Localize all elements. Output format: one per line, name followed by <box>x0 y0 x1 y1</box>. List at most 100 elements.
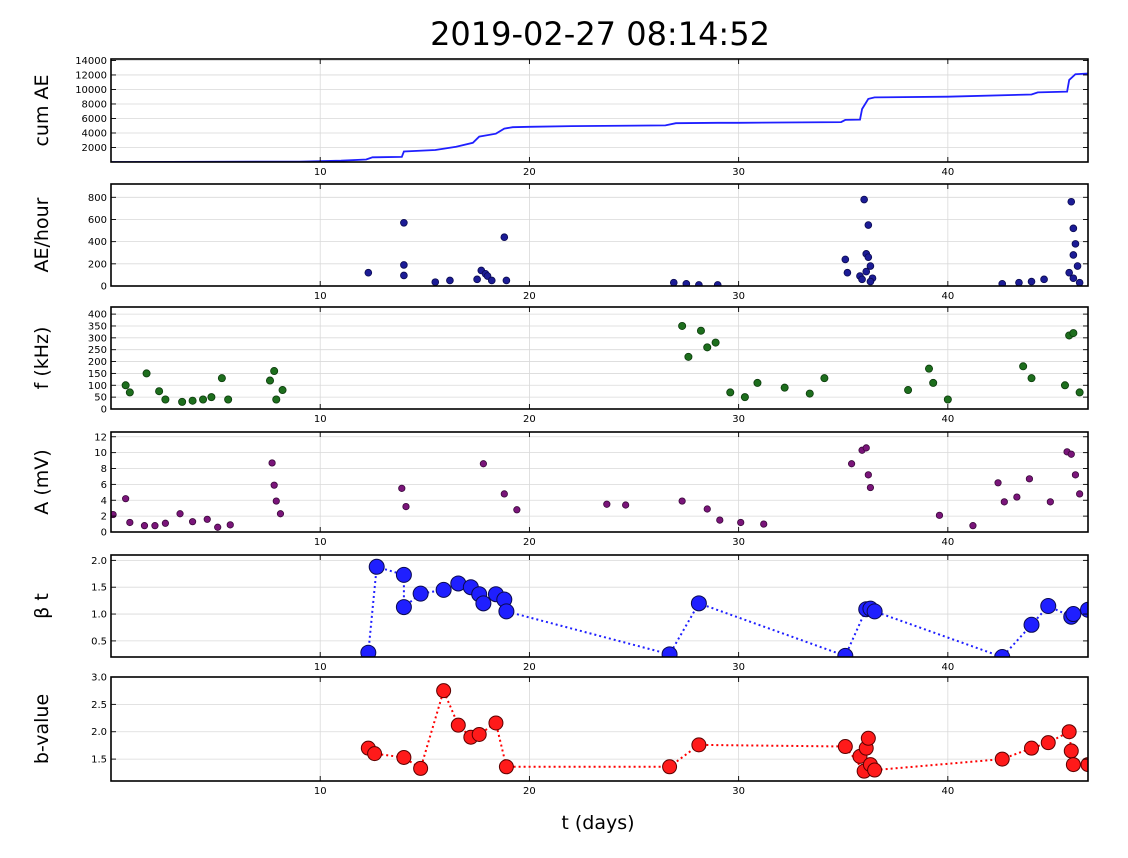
data-point <box>360 644 377 657</box>
x-tick-label: 40 <box>941 167 954 178</box>
y-axis-label: A (mV) <box>31 449 53 514</box>
data-point <box>994 751 1010 767</box>
y-tick-label: 4000 <box>82 128 107 139</box>
y-tick-label: 6000 <box>82 114 107 125</box>
subplot-6: 10 20 30 40 1.5 2.0 2.5 3.0 b-value <box>31 673 1089 797</box>
data-point <box>866 483 875 492</box>
x-tick-label: 10 <box>314 291 327 302</box>
data-point <box>1025 475 1034 483</box>
y-tick-label: 1.5 <box>91 583 107 594</box>
data-point <box>402 503 410 511</box>
x-tick-label: 10 <box>314 786 327 797</box>
plot-area <box>360 683 1088 779</box>
data-point <box>188 396 197 405</box>
data-point <box>161 395 170 404</box>
y-axis-label: AE/hour <box>31 197 53 272</box>
y-tick-label: 200 <box>88 259 107 270</box>
y-axis-label: cum AE <box>31 74 53 146</box>
y-tick-label: 1.0 <box>91 610 107 621</box>
data-point <box>278 386 287 395</box>
plot-area <box>111 72 1088 162</box>
data-point <box>862 444 870 452</box>
x-tick-label: 30 <box>732 662 745 673</box>
data-point <box>1065 268 1073 277</box>
plot-area <box>111 444 1084 531</box>
x-tick-label: 10 <box>314 167 327 178</box>
x-tick-label: 30 <box>732 786 745 797</box>
data-point <box>713 281 722 286</box>
data-point <box>994 479 1002 487</box>
data-point <box>1065 606 1082 623</box>
x-tick-label: 20 <box>523 786 536 797</box>
data-point <box>400 219 408 227</box>
data-point <box>867 762 883 778</box>
data-point <box>969 522 977 530</box>
data-point <box>841 255 850 264</box>
y-axis-label: f (kHz) <box>31 327 53 390</box>
data-point <box>691 737 707 753</box>
y-tick-label: 1.5 <box>91 755 107 766</box>
x-tick-label: 10 <box>314 537 327 548</box>
plot-area <box>364 195 1084 286</box>
y-tick-label: 150 <box>88 369 107 380</box>
data-point <box>1040 598 1057 614</box>
x-tick-label: 30 <box>732 537 745 548</box>
data-point <box>682 279 691 286</box>
series-line <box>367 565 1088 657</box>
data-point <box>1065 757 1081 773</box>
y-axis-label: β t <box>31 593 53 619</box>
data-point <box>178 397 187 406</box>
data-point <box>1013 493 1021 501</box>
y-tick-label: 2 <box>101 512 107 523</box>
data-point <box>1067 450 1075 458</box>
x-tick-label: 30 <box>732 167 745 178</box>
data-point <box>498 603 515 620</box>
data-point <box>860 195 868 204</box>
data-point <box>1071 240 1080 248</box>
data-point <box>726 388 735 397</box>
data-point <box>1000 498 1008 506</box>
data-point <box>780 383 789 392</box>
subplot-4: 10 20 30 40 0 2 4 6 8 10 12 A (mV) <box>31 431 1089 548</box>
data-point <box>994 649 1011 657</box>
data-point <box>122 495 130 503</box>
data-point <box>864 471 872 479</box>
data-point <box>1069 224 1078 233</box>
data-point <box>268 459 276 467</box>
data-point <box>217 374 226 383</box>
data-point <box>847 460 856 468</box>
y-tick-label: 0 <box>101 282 107 293</box>
data-point <box>487 276 496 285</box>
data-point <box>214 523 222 531</box>
y-tick-label: 12000 <box>75 70 107 81</box>
data-point <box>1027 277 1036 286</box>
data-point <box>199 395 208 404</box>
data-point <box>161 519 169 527</box>
data-point <box>760 520 768 528</box>
data-point <box>661 646 678 657</box>
data-point <box>395 566 412 583</box>
data-point <box>690 595 707 612</box>
data-point <box>1040 735 1056 751</box>
data-point <box>270 481 278 489</box>
y-tick-label: 250 <box>88 345 107 356</box>
series-line <box>111 72 1088 162</box>
y-tick-label: 600 <box>88 215 107 226</box>
y-tick-label: 2.5 <box>91 700 107 711</box>
data-point <box>858 275 866 284</box>
y-tick-label: 6 <box>101 480 107 491</box>
y-tick-label: 3.0 <box>91 673 107 684</box>
data-point <box>998 279 1007 286</box>
data-point <box>436 683 452 699</box>
data-point <box>125 388 134 397</box>
data-point <box>1071 471 1080 479</box>
plot-area <box>360 558 1088 657</box>
data-point <box>498 759 514 775</box>
data-point <box>866 603 883 620</box>
data-point <box>500 490 508 498</box>
data-point <box>703 505 711 513</box>
data-point <box>400 271 408 280</box>
y-tick-label: 10000 <box>75 85 107 96</box>
